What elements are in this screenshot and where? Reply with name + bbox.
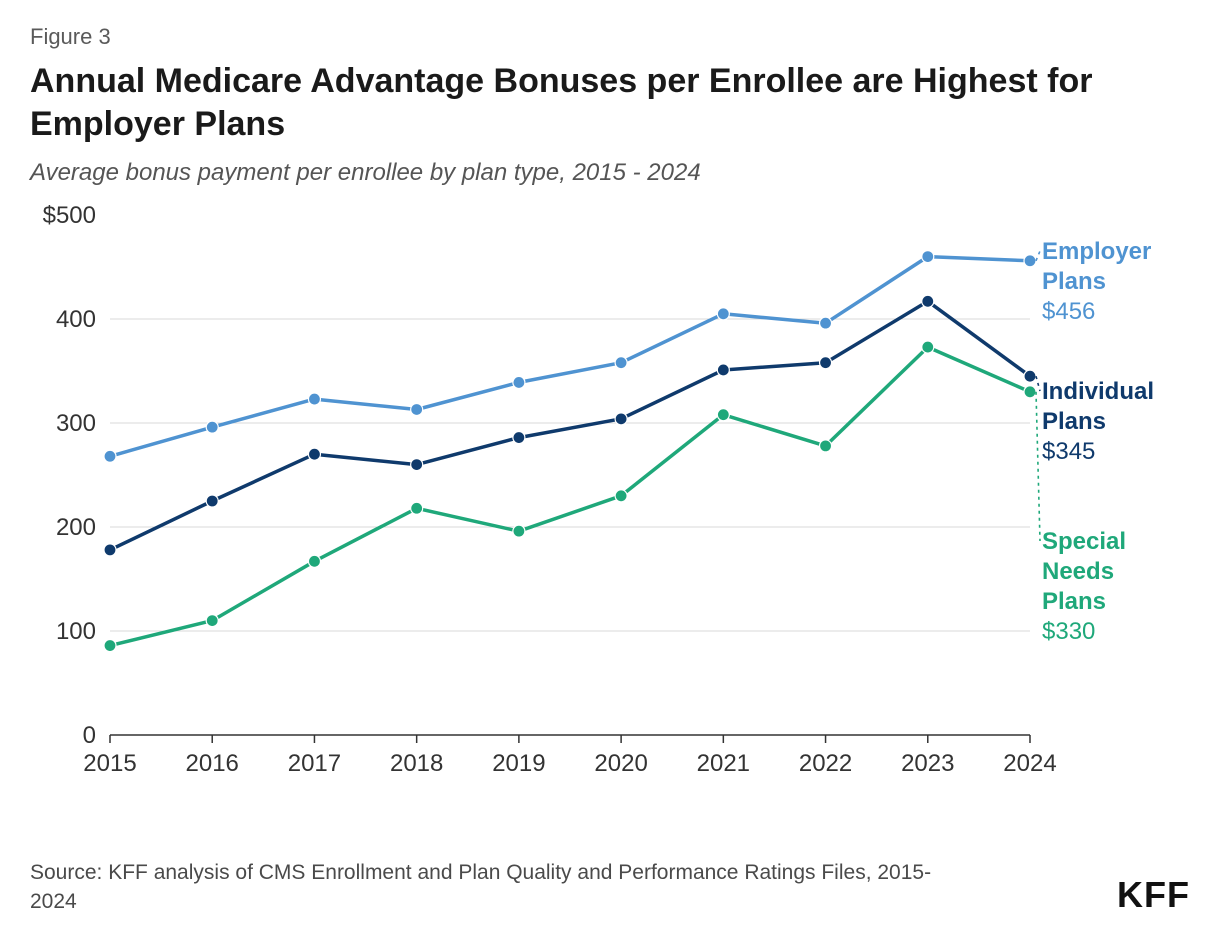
x-tick-label: 2021 bbox=[697, 750, 750, 777]
series-marker-employer bbox=[820, 317, 832, 329]
series-marker-snp bbox=[717, 409, 729, 421]
series-marker-individual bbox=[922, 295, 934, 307]
series-marker-employer bbox=[717, 308, 729, 320]
series-line-snp bbox=[110, 347, 1030, 645]
series-marker-individual bbox=[1024, 370, 1036, 382]
series-marker-employer bbox=[922, 251, 934, 263]
series-marker-employer bbox=[615, 357, 627, 369]
series-marker-snp bbox=[1024, 386, 1036, 398]
figure-container: Figure 3 Annual Medicare Advantage Bonus… bbox=[0, 0, 1220, 940]
series-marker-employer bbox=[513, 376, 525, 388]
series-line-employer bbox=[110, 257, 1030, 457]
series-label-employer: Employer bbox=[1042, 238, 1151, 265]
source-note: Source: KFF analysis of CMS Enrollment a… bbox=[30, 859, 950, 916]
series-marker-snp bbox=[411, 502, 423, 514]
series-marker-snp bbox=[308, 555, 320, 567]
series-marker-employer bbox=[411, 403, 423, 415]
series-final-value-employer: $456 bbox=[1042, 298, 1095, 325]
figure-footer: Source: KFF analysis of CMS Enrollment a… bbox=[30, 859, 1190, 916]
chart-area: 0 100 200 300 400 $500 2015 2016 2017 2018 2019 202… bbox=[30, 195, 1190, 805]
series-marker-snp bbox=[513, 525, 525, 537]
series-final-value-snp: $330 bbox=[1042, 618, 1095, 645]
callout-leader-snp bbox=[1036, 392, 1040, 541]
x-tick-label: 2017 bbox=[288, 750, 341, 777]
y-tick-label: 300 bbox=[56, 410, 96, 437]
series-label-snp: Special bbox=[1042, 528, 1126, 555]
figure-label: Figure 3 bbox=[30, 24, 1190, 50]
x-tick-label: 2020 bbox=[594, 750, 647, 777]
series-label-snp: Needs bbox=[1042, 558, 1114, 585]
series-marker-employer bbox=[206, 421, 218, 433]
callout-leader-individual bbox=[1036, 376, 1040, 391]
series-marker-snp bbox=[922, 341, 934, 353]
series-marker-individual bbox=[308, 448, 320, 460]
chart-title: Annual Medicare Advantage Bonuses per En… bbox=[30, 60, 1130, 145]
x-tick-label: 2018 bbox=[390, 750, 443, 777]
series-label-snp: Plans bbox=[1042, 588, 1106, 615]
series-label-employer: Plans bbox=[1042, 268, 1106, 295]
kff-logo: KFF bbox=[1117, 874, 1190, 916]
series-final-value-individual: $345 bbox=[1042, 438, 1095, 465]
y-tick-label: 200 bbox=[56, 514, 96, 541]
x-tick-label: 2016 bbox=[186, 750, 239, 777]
x-tick-label: 2019 bbox=[492, 750, 545, 777]
y-tick-label: $500 bbox=[43, 202, 96, 229]
y-tick-label: 0 bbox=[83, 722, 96, 749]
chart-subtitle: Average bonus payment per enrollee by pl… bbox=[30, 159, 1190, 187]
series-marker-individual bbox=[820, 357, 832, 369]
series-marker-employer bbox=[104, 450, 116, 462]
series-marker-individual bbox=[513, 432, 525, 444]
x-tick-label: 2015 bbox=[83, 750, 136, 777]
x-tick-label: 2023 bbox=[901, 750, 954, 777]
x-tick-label: 2024 bbox=[1003, 750, 1056, 777]
series-label-individual: Individual bbox=[1042, 378, 1154, 405]
series-marker-individual bbox=[717, 364, 729, 376]
series-marker-snp bbox=[615, 490, 627, 502]
series-marker-individual bbox=[615, 413, 627, 425]
line-chart-svg: 0 100 200 300 400 $500 2015 2016 2017 2018 2019 202… bbox=[30, 195, 1190, 805]
series-marker-employer bbox=[308, 393, 320, 405]
callout-leader-employer bbox=[1036, 251, 1040, 261]
series-label-individual: Plans bbox=[1042, 408, 1106, 435]
x-tick-label: 2022 bbox=[799, 750, 852, 777]
series-marker-employer bbox=[1024, 255, 1036, 267]
series-marker-snp bbox=[104, 640, 116, 652]
y-tick-label: 100 bbox=[56, 618, 96, 645]
y-tick-label: 400 bbox=[56, 306, 96, 333]
series-marker-snp bbox=[820, 440, 832, 452]
series-marker-individual bbox=[411, 459, 423, 471]
series-marker-snp bbox=[206, 615, 218, 627]
series-marker-individual bbox=[206, 495, 218, 507]
series-marker-individual bbox=[104, 544, 116, 556]
